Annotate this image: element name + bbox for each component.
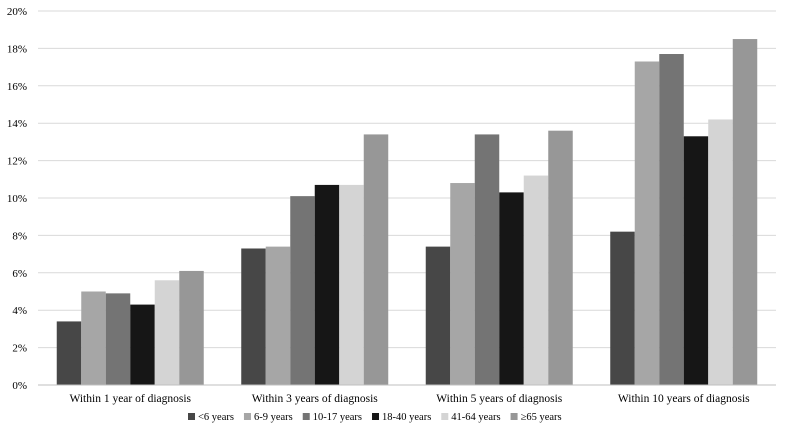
legend-label: 10-17 years xyxy=(313,412,362,423)
bar xyxy=(56,321,82,385)
y-tick-label: 20% xyxy=(7,6,27,18)
bar xyxy=(450,183,475,385)
x-axis-category-labels: Within 1 year of diagnosis Within 3 years… xyxy=(69,393,750,405)
bar xyxy=(474,134,500,385)
bar xyxy=(241,248,266,385)
y-tick-label: 6% xyxy=(12,268,27,280)
legend-label: 18-40 years xyxy=(382,412,431,423)
bar xyxy=(523,175,549,385)
bar xyxy=(339,184,364,385)
bar xyxy=(659,54,684,385)
bar xyxy=(363,134,389,385)
y-tick-label: 16% xyxy=(7,81,27,93)
bar xyxy=(265,246,291,385)
legend-label: ≥65 years xyxy=(521,412,562,423)
y-tick-label: 14% xyxy=(7,118,27,130)
legend-swatch xyxy=(441,413,449,420)
x-category-label: Within 5 years of diagnosis xyxy=(436,393,563,405)
y-tick-label: 2% xyxy=(12,343,27,355)
bar xyxy=(683,136,709,385)
bar xyxy=(732,39,758,386)
bar xyxy=(499,192,524,385)
y-tick-label: 10% xyxy=(7,193,27,205)
y-tick-label: 18% xyxy=(7,43,27,55)
bar xyxy=(154,280,180,385)
y-tick-label: 4% xyxy=(12,305,27,317)
bar xyxy=(105,293,131,385)
bar xyxy=(81,291,106,385)
bar xyxy=(548,130,573,385)
y-tick-label: 8% xyxy=(12,230,27,242)
bar xyxy=(634,61,660,386)
bar xyxy=(290,196,315,385)
bars xyxy=(56,39,758,386)
legend-swatch xyxy=(302,413,310,420)
y-axis-tick-labels: 0% 2% 4% 6% 8% 10% 12% 14% 16% 18% 20% xyxy=(7,6,27,392)
legend-label: <6 years xyxy=(198,412,234,423)
x-category-label: Within 3 years of diagnosis xyxy=(252,393,379,405)
bar xyxy=(425,246,451,385)
bar xyxy=(610,231,635,385)
y-tick-label: 0% xyxy=(12,380,27,392)
legend: <6 years 6-9 years 10-17 years 18-40 years 4… xyxy=(188,412,562,423)
y-tick-label: 12% xyxy=(7,156,27,168)
x-category-label: Within 1 year of diagnosis xyxy=(69,393,191,405)
bar xyxy=(314,184,340,385)
legend-swatch xyxy=(510,413,518,420)
legend-label: 6-9 years xyxy=(254,412,293,423)
legend-swatch xyxy=(372,413,380,420)
bar xyxy=(708,119,733,386)
x-category-label: Within 10 years of diagnosis xyxy=(618,393,750,405)
legend-label: 41-64 years xyxy=(451,412,500,423)
bar xyxy=(130,304,155,385)
bar xyxy=(179,270,204,385)
legend-swatch xyxy=(243,413,251,420)
legend-swatch xyxy=(188,413,195,420)
